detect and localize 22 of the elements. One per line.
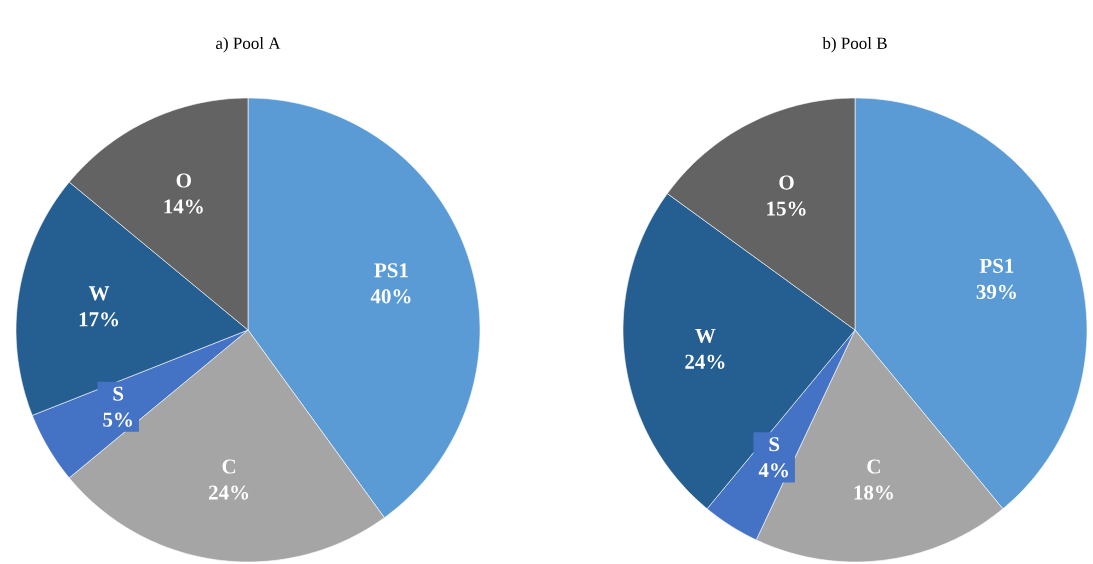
- slice-label: C: [867, 459, 880, 474]
- slice-label: W: [695, 328, 716, 343]
- slice-label: C: [222, 459, 236, 474]
- slice-label: O: [779, 175, 794, 190]
- data-label: 5%: [103, 412, 132, 427]
- data-label: 17%: [79, 312, 119, 327]
- slice-label: S: [113, 386, 124, 401]
- slice-label: PS1: [979, 258, 1014, 273]
- data-label: 4%: [758, 463, 788, 478]
- data-label: 24%: [685, 354, 725, 369]
- chart-title: a) Pool A: [216, 37, 281, 53]
- data-label: 14%: [164, 199, 203, 214]
- slice-label: W: [88, 286, 110, 301]
- data-label: 40%: [370, 289, 411, 304]
- data-label: 15%: [767, 201, 806, 216]
- slice-label: O: [176, 173, 191, 188]
- slice-label: PS1: [374, 263, 408, 278]
- slice-label: S: [769, 437, 780, 452]
- chart-title: b) Pool B: [822, 37, 887, 53]
- data-label: 18%: [854, 485, 893, 500]
- data-label: 39%: [976, 284, 1016, 299]
- data-label: 24%: [208, 485, 249, 500]
